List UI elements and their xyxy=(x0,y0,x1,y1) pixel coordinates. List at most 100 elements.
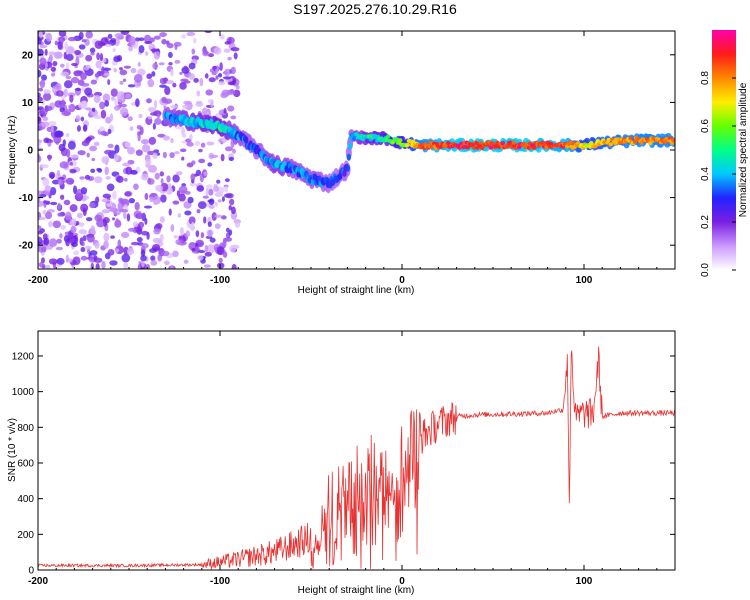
noise-blob xyxy=(72,232,79,237)
noise-blob xyxy=(38,143,41,147)
noise-blob xyxy=(156,113,161,119)
noise-blob xyxy=(207,221,212,228)
noise-blob xyxy=(214,214,223,218)
noise-blob xyxy=(159,216,165,223)
noise-blob xyxy=(101,66,105,75)
noise-blob xyxy=(231,206,236,215)
noise-blob xyxy=(224,185,229,193)
noise-blob xyxy=(114,144,120,154)
ridge-core xyxy=(244,136,249,144)
x-tick-label: -200 xyxy=(28,275,48,286)
noise-blob xyxy=(137,62,141,67)
noise-blob xyxy=(227,56,232,61)
noise-blob xyxy=(77,212,83,219)
noise-blob xyxy=(225,227,230,233)
y-tick-label: 10 xyxy=(22,98,34,109)
noise-blob xyxy=(150,255,156,262)
noise-blob xyxy=(153,200,158,205)
noise-blob xyxy=(124,141,131,148)
noise-blob xyxy=(163,260,170,266)
noise-blob xyxy=(38,231,43,235)
noise-blob xyxy=(68,104,73,110)
noise-blob xyxy=(80,72,87,80)
noise-blob xyxy=(230,47,240,52)
noise-blob xyxy=(228,205,232,211)
noise-blob xyxy=(65,177,75,185)
noise-blob xyxy=(144,217,148,225)
noise-blob xyxy=(38,69,42,78)
noise-blob xyxy=(217,73,223,78)
noise-blob xyxy=(95,263,100,269)
noise-blob xyxy=(73,250,79,256)
noise-blob xyxy=(169,152,175,159)
noise-blob xyxy=(166,79,175,85)
noise-blob xyxy=(187,196,194,204)
noise-blob xyxy=(168,51,173,59)
noise-blob xyxy=(78,31,84,40)
noise-blob xyxy=(194,140,201,147)
noise-blob xyxy=(138,37,145,42)
noise-blob xyxy=(114,33,124,38)
noise-blob xyxy=(114,248,120,253)
noise-blob xyxy=(38,107,43,111)
noise-blob xyxy=(154,172,160,180)
noise-blob xyxy=(54,130,63,138)
noise-blob xyxy=(219,62,223,72)
noise-blob xyxy=(202,107,208,116)
noise-blob xyxy=(65,148,71,158)
noise-blob xyxy=(91,157,96,162)
noise-blob xyxy=(174,59,181,64)
noise-blob xyxy=(121,253,131,263)
noise-blob xyxy=(233,52,238,60)
noise-blob xyxy=(80,116,85,122)
noise-blob xyxy=(81,86,85,92)
noise-blob xyxy=(211,71,217,76)
noise-blob xyxy=(204,31,213,34)
noise-blob xyxy=(230,66,236,75)
noise-blob xyxy=(136,237,143,243)
noise-blob xyxy=(216,262,225,269)
noise-blob xyxy=(203,216,207,224)
noise-blob xyxy=(184,210,192,216)
noise-blob xyxy=(38,63,46,70)
noise-blob xyxy=(81,39,87,43)
noise-blob xyxy=(191,48,196,55)
noise-blob xyxy=(141,230,149,236)
noise-blob xyxy=(45,264,51,269)
noise-blob xyxy=(38,112,41,117)
noise-blob xyxy=(153,99,158,109)
noise-blob xyxy=(141,243,149,249)
noise-blob xyxy=(50,125,54,133)
noise-blob xyxy=(69,218,77,226)
noise-blob xyxy=(55,90,64,97)
noise-blob xyxy=(74,87,82,91)
noise-blob xyxy=(162,151,167,159)
noise-blob xyxy=(85,54,93,62)
chart-title: S197.2025.276.10.29.R16 xyxy=(293,1,457,17)
noise-blob xyxy=(226,89,236,95)
noise-blob xyxy=(81,140,90,147)
noise-blob xyxy=(209,154,219,158)
noise-blob xyxy=(208,204,215,209)
noise-blob xyxy=(160,178,164,185)
noise-blob xyxy=(96,52,100,61)
noise-blob xyxy=(166,175,171,183)
noise-blob xyxy=(49,187,57,196)
spectrogram-y-ticks: -20 -10 0 10 20 xyxy=(19,50,675,252)
noise-blob xyxy=(56,169,61,177)
noise-blob xyxy=(85,217,93,222)
noise-blob xyxy=(80,82,90,87)
noise-blob xyxy=(54,100,63,108)
noise-blob xyxy=(222,76,232,80)
noise-blob xyxy=(136,82,142,87)
ridge-core xyxy=(628,136,633,141)
noise-blob xyxy=(207,99,213,104)
noise-blob xyxy=(85,31,93,39)
noise-blob xyxy=(95,60,102,69)
noise-blob xyxy=(229,198,235,206)
noise-blob xyxy=(38,225,42,230)
noise-blob xyxy=(191,221,195,230)
ridge-core xyxy=(593,144,598,149)
noise-blob xyxy=(48,238,58,247)
noise-blob xyxy=(107,128,112,135)
